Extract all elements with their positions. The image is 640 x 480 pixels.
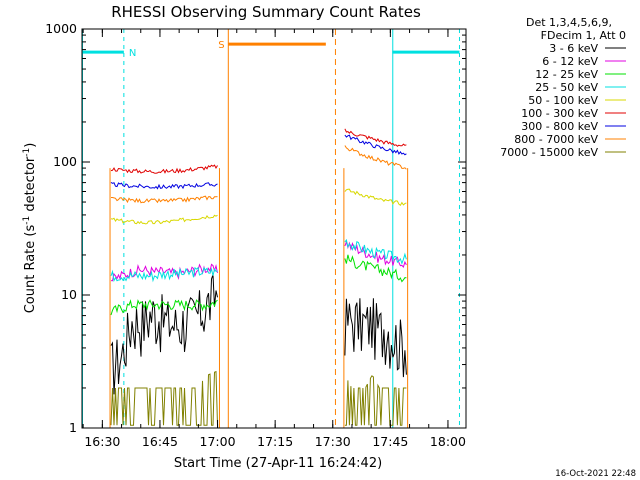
series-line-1-seg2 — [344, 298, 407, 378]
series-line-9-seg1 — [110, 370, 218, 426]
legend-entry-6: 100 - 300 keV — [521, 107, 598, 120]
series-line-9-seg2 — [344, 375, 407, 426]
series-line-8-seg1 — [111, 195, 218, 204]
axes: 16:30 16:45 17:00 17:15 17:30 17:45 18:00 1 10 10… — [45, 21, 466, 449]
plot-area: SN — [82, 29, 460, 428]
series-line-3-seg2 — [344, 254, 407, 283]
legend-entry-2: 6 - 12 keV — [542, 55, 598, 68]
y-tick-label: 100 — [53, 154, 77, 169]
timestamp: 16-Oct-2021 22:48 — [555, 469, 636, 479]
series-line-4-seg1 — [110, 266, 218, 283]
series-line-5-seg2 — [344, 188, 407, 207]
series-line-8-seg2 — [344, 145, 407, 170]
legend: Det 1,3,4,5,6,9, FDecim 1, Att 0 3 - 6 k… — [500, 16, 626, 159]
plot-frame — [81, 28, 467, 429]
x-tick-label: 18:00 — [430, 434, 466, 449]
series-line-3-seg1 — [110, 299, 218, 316]
y-tick-label: 1000 — [45, 21, 77, 36]
series-line-6-seg1 — [110, 164, 218, 174]
legend-header-line-2: FDecim 1, Att 0 — [541, 29, 626, 42]
series-line-7-seg2 — [344, 134, 407, 156]
x-tick-label: 17:15 — [257, 434, 293, 449]
y-tick-label: 10 — [61, 287, 77, 302]
legend-entry-1: 3 - 6 keV — [549, 42, 598, 55]
legend-entry-3: 12 - 25 keV — [535, 68, 598, 81]
series-line-4-seg2 — [344, 238, 407, 265]
legend-header-line-1: Det 1,3,4,5,6,9, — [526, 16, 612, 29]
x-tick-label: 17:00 — [200, 434, 236, 449]
y-axis-label-main: Count Rate (s — [23, 225, 38, 314]
y-axis-label: Count Rate (s-1 detector-1) — [22, 143, 38, 314]
legend-entry-7: 300 - 800 keV — [521, 120, 598, 133]
y-tick-label: 1 — [69, 420, 77, 435]
x-tick-label: 16:30 — [84, 434, 120, 449]
saa-label: S — [218, 40, 224, 51]
night-label: N — [129, 48, 136, 59]
legend-entry-5: 50 - 100 keV — [528, 94, 598, 107]
legend-entry-4: 25 - 50 keV — [535, 81, 598, 94]
y-axis-label-sup-1: -1 — [22, 216, 32, 225]
y-axis-label-sup-2: -1 — [22, 148, 32, 157]
x-axis-label: Start Time (27-Apr-11 16:24:42) — [174, 456, 382, 471]
x-tick-label: 17:45 — [372, 434, 408, 449]
legend-entry-9: 7000 - 15000 keV — [500, 146, 598, 159]
y-axis-label-mid: detector — [23, 156, 38, 216]
series-line-6-seg2 — [344, 128, 407, 147]
y-axis-label-end: ) — [23, 143, 38, 148]
series-line-1-seg1 — [110, 274, 218, 395]
chart-title: RHESSI Observing Summary Count Rates — [111, 3, 421, 21]
legend-entry-8: 800 - 7000 keV — [514, 133, 598, 146]
x-tick-label: 17:30 — [315, 434, 351, 449]
series-line-7-seg1 — [110, 181, 218, 190]
x-tick-label: 16:45 — [142, 434, 178, 449]
series-line-5-seg1 — [110, 214, 218, 225]
